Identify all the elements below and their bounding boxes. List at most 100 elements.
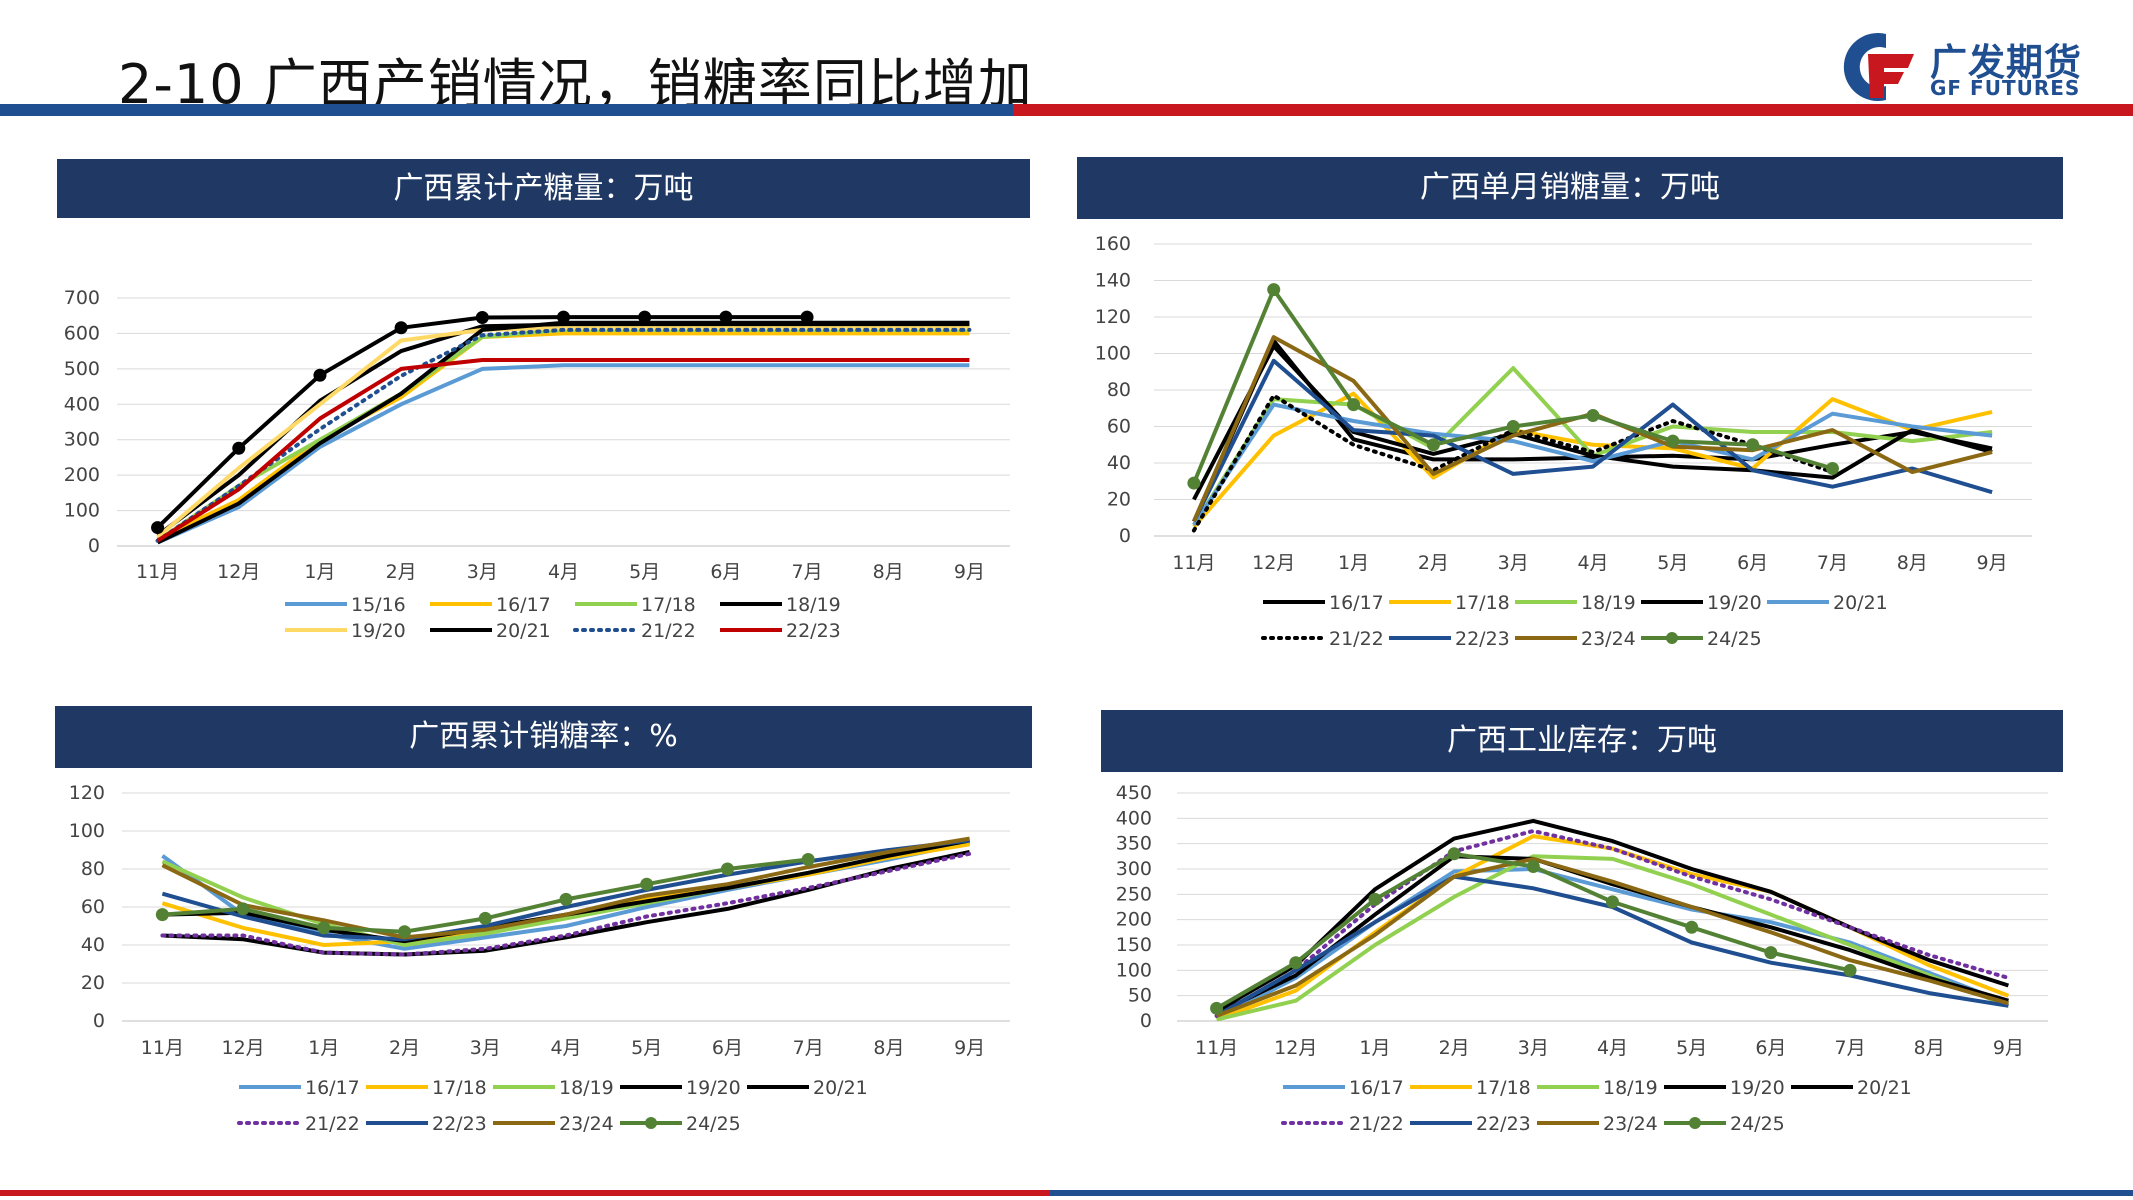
- y-tick-label: 60: [1107, 416, 1131, 438]
- legend-label: 22/23: [786, 620, 841, 642]
- series-line-20/21: [1192, 402, 1993, 527]
- legend-label: 19/20: [1730, 1077, 1785, 1099]
- y-tick-label: 50: [1128, 985, 1152, 1007]
- header-blue-bar: [0, 104, 1013, 116]
- series-line-18/19: [1216, 854, 2010, 1022]
- logo-cn-text: 广发期货: [1930, 41, 2082, 84]
- series-line-22/23: [156, 358, 970, 543]
- data-point: [1843, 963, 1857, 977]
- y-tick-label: 20: [81, 972, 105, 994]
- series-line-16/17: [156, 331, 970, 541]
- y-tick-label: 200: [64, 464, 100, 486]
- data-point: [1267, 283, 1281, 297]
- x-tick-label: 2月: [386, 561, 417, 583]
- legend-marker: [645, 1117, 657, 1129]
- data-point: [478, 911, 492, 925]
- data-point: [155, 908, 169, 922]
- y-tick-label: 600: [64, 322, 100, 344]
- data-point: [559, 892, 573, 906]
- panel-header-sales-ratio: 广西累计销糖率：%: [55, 706, 1032, 768]
- y-tick-label: 400: [1116, 807, 1152, 829]
- data-point: [236, 902, 250, 916]
- x-tick-label: 2月: [389, 1037, 420, 1059]
- y-tick-label: 400: [64, 393, 100, 415]
- legend-label: 20/21: [1857, 1077, 1912, 1099]
- x-tick-label: 9月: [1993, 1037, 2024, 1059]
- legend-label: 22/23: [1476, 1113, 1531, 1135]
- legend-label: 15/16: [351, 594, 406, 616]
- x-tick-label: 3月: [1498, 552, 1529, 574]
- data-point: [1825, 461, 1839, 475]
- legend-label: 17/18: [432, 1077, 487, 1099]
- x-tick-label: 5月: [1676, 1037, 1707, 1059]
- x-tick-label: 6月: [1755, 1037, 1786, 1059]
- data-point: [1666, 434, 1680, 448]
- x-tick-label: 7月: [1817, 552, 1848, 574]
- x-tick-label: 5月: [631, 1037, 662, 1059]
- legend-label: 16/17: [496, 594, 551, 616]
- data-point: [1187, 476, 1201, 490]
- y-tick-label: 60: [81, 896, 105, 918]
- data-point: [1526, 859, 1540, 873]
- x-tick-label: 6月: [1737, 552, 1768, 574]
- legend-label: 17/18: [1455, 592, 1510, 614]
- x-tick-label: 8月: [873, 561, 904, 583]
- legend-label: 18/19: [559, 1077, 614, 1099]
- y-tick-label: 160: [1095, 233, 1131, 255]
- data-point: [317, 921, 331, 935]
- legend-label: 21/22: [1349, 1113, 1404, 1135]
- panel-header-industrial-inventory: 广西工业库存：万吨: [1101, 710, 2063, 772]
- data-point: [1746, 438, 1760, 452]
- legend-label: 21/22: [305, 1113, 360, 1135]
- legend-label: 24/25: [686, 1113, 741, 1135]
- x-tick-label: 9月: [954, 561, 985, 583]
- x-tick-label: 1月: [304, 561, 335, 583]
- x-tick-label: 4月: [1597, 1037, 1628, 1059]
- y-tick-label: 500: [64, 358, 100, 380]
- x-tick-label: 11月: [1195, 1037, 1238, 1059]
- y-tick-label: 350: [1116, 833, 1152, 855]
- y-tick-label: 0: [1119, 525, 1131, 547]
- y-tick-label: 450: [1116, 782, 1152, 804]
- x-tick-label: 12月: [221, 1037, 264, 1059]
- legend-marker: [1666, 632, 1678, 644]
- legend-label: 23/24: [1603, 1113, 1658, 1135]
- data-point: [1426, 438, 1440, 452]
- legend-label: 18/19: [786, 594, 841, 616]
- y-tick-label: 700: [64, 287, 100, 309]
- y-tick-label: 40: [81, 934, 105, 956]
- x-tick-label: 7月: [793, 1037, 824, 1059]
- x-tick-label: 12月: [1252, 552, 1295, 574]
- series-line-20/21: [1215, 854, 2009, 1016]
- data-point: [640, 877, 654, 891]
- data-point: [1447, 847, 1461, 861]
- y-tick-label: 80: [1107, 379, 1131, 401]
- legend-label: 23/24: [1581, 628, 1636, 650]
- legend-label: 21/22: [1329, 628, 1384, 650]
- y-tick-label: 100: [1116, 959, 1152, 981]
- x-tick-label: 5月: [629, 561, 660, 583]
- footer-red-bar: [0, 1190, 1050, 1196]
- y-tick-label: 80: [81, 858, 105, 880]
- legend-label: 16/17: [1349, 1077, 1404, 1099]
- gf-futures-logo: 广发期货 GF FUTURES: [1838, 28, 2108, 104]
- header-red-bar: [1013, 104, 2133, 116]
- data-point: [719, 310, 733, 324]
- series-line-23/24: [161, 836, 970, 940]
- data-point: [151, 521, 165, 535]
- y-tick-label: 0: [93, 1010, 105, 1032]
- legend-label: 22/23: [1455, 628, 1510, 650]
- data-point: [394, 321, 408, 335]
- data-point: [1606, 895, 1619, 909]
- y-tick-label: 150: [1116, 934, 1152, 956]
- data-point: [800, 310, 814, 324]
- x-tick-label: 1月: [1338, 552, 1369, 574]
- legend-label: 22/23: [432, 1113, 487, 1135]
- x-tick-label: 7月: [1834, 1037, 1865, 1059]
- legend-label: 24/25: [1730, 1113, 1785, 1135]
- legend-label: 16/17: [1329, 592, 1384, 614]
